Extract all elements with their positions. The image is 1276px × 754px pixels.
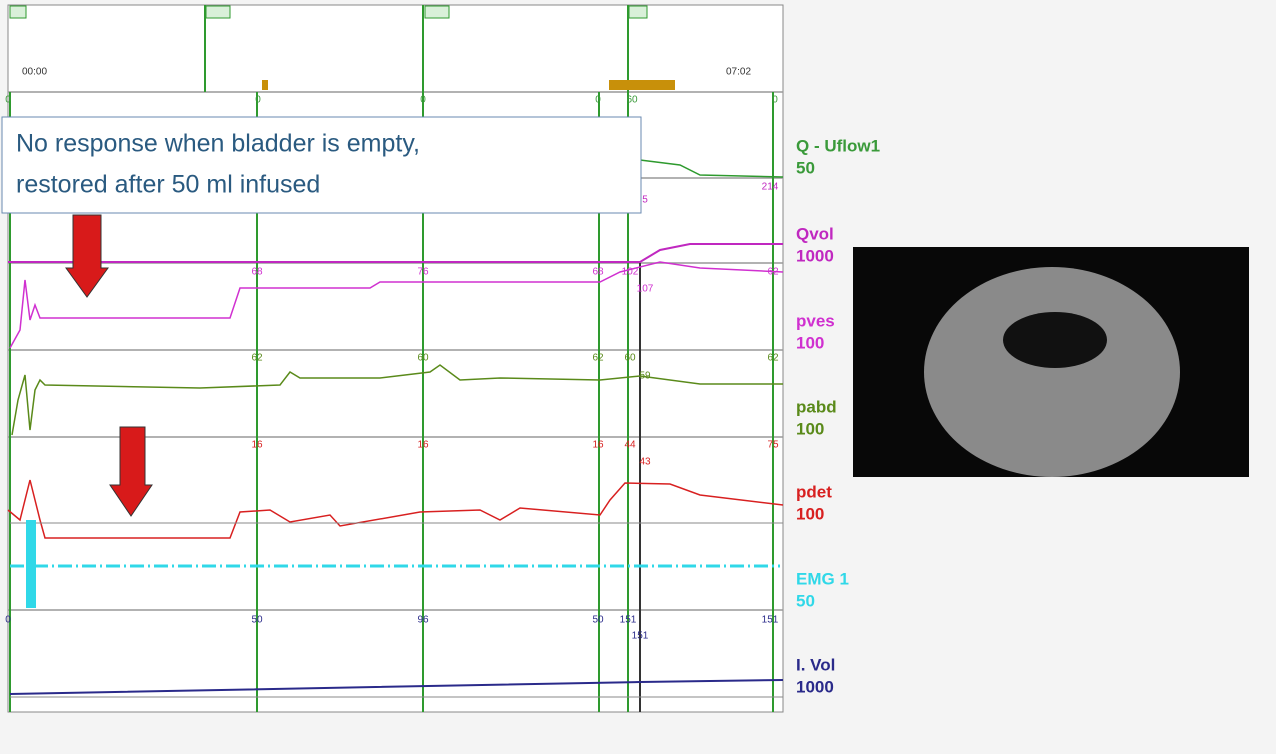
tick-value: 16 — [592, 440, 604, 451]
tick-value: 151 — [620, 615, 637, 626]
flow-trace — [639, 159, 784, 178]
tick-value: 0 — [255, 95, 261, 106]
tick-value: 44 — [624, 440, 636, 451]
channel-scale: 100 — [796, 333, 824, 352]
tick-value: 0 — [420, 95, 426, 106]
ivol-trace — [9, 679, 784, 695]
channel-scale: 50 — [796, 591, 815, 610]
tick-value: 62 — [767, 267, 779, 278]
qvol-trace — [8, 243, 783, 263]
pabd-trace — [11, 364, 783, 436]
channel-name: EMG 1 — [796, 569, 849, 588]
tick-value: 43 — [639, 457, 651, 468]
annotation-box — [1, 116, 642, 214]
tick-value: 107 — [637, 284, 654, 295]
tick-value: 0 — [595, 95, 601, 106]
trace-panel — [7, 4, 784, 713]
tick-value: 102 — [622, 267, 639, 278]
tick-value: 62 — [592, 353, 604, 364]
tick-value: 16 — [251, 440, 263, 451]
flow-event — [609, 80, 675, 90]
tick-value: 50 — [592, 615, 604, 626]
tick-value: 60 — [626, 95, 638, 106]
event-markers — [9, 5, 648, 19]
tick-value: 5 — [642, 195, 648, 206]
arrow — [65, 214, 109, 298]
tick-value: 151 — [632, 631, 649, 642]
pves-trace — [9, 261, 784, 349]
arrow — [109, 426, 153, 517]
tick-value: 68 — [251, 267, 263, 278]
tick-value: 16 — [417, 440, 429, 451]
tick-value: 76 — [417, 267, 429, 278]
tick-value: 0 — [5, 615, 11, 626]
channel-name: pdet — [796, 482, 832, 501]
tick-value: 59 — [639, 371, 651, 382]
emg-burst — [26, 520, 36, 608]
time-start: 00:00 — [22, 67, 47, 78]
xray-pelvis — [924, 267, 1180, 477]
tick-value: 96 — [417, 615, 429, 626]
time-end: 07:02 — [726, 67, 751, 78]
channel-name: pves — [796, 311, 835, 330]
tick-value: 62 — [251, 353, 263, 364]
tick-value: 0 — [5, 95, 11, 106]
tick-value: 151 — [762, 615, 779, 626]
annotation-text: No response when bladder is empty, — [16, 130, 420, 158]
channel-scale: 1000 — [796, 246, 834, 265]
tick-value: 214 — [762, 182, 779, 193]
tick-value: 60 — [417, 353, 429, 364]
channel-name: pabd — [796, 397, 837, 416]
tick-value: 62 — [767, 353, 779, 364]
tick-value: 75 — [767, 440, 779, 451]
pdet-trace — [7, 479, 784, 539]
tick-value: 68 — [592, 267, 604, 278]
flow-event — [262, 80, 268, 90]
channel-scale: 50 — [796, 158, 815, 177]
channel-scale: 100 — [796, 504, 824, 523]
tick-value: 50 — [251, 615, 263, 626]
channel-scale: 100 — [796, 419, 824, 438]
tick-value: 0 — [772, 95, 778, 106]
annotation-text: restored after 50 ml infused — [16, 171, 320, 199]
xray-bladder — [1003, 312, 1107, 368]
tick-value: 60 — [624, 353, 636, 364]
channel-name: I. Vol — [796, 655, 835, 674]
channel-scale: 1000 — [796, 677, 834, 696]
channel-name: Qvol — [796, 224, 834, 243]
channel-name: Q - Uflow1 — [796, 136, 880, 155]
